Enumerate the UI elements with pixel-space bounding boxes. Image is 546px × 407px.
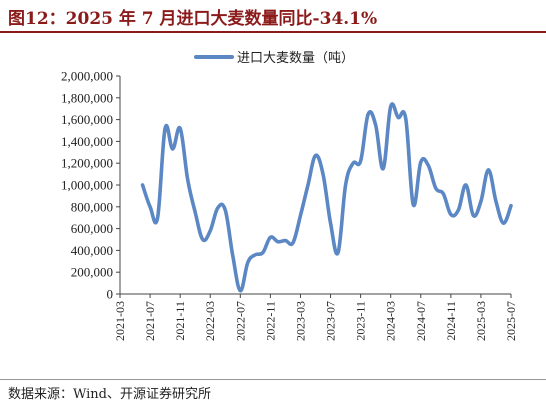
source-note: 数据来源：Wind、开源证券研究所 — [8, 387, 211, 402]
y-tick-label: 1,600,000 — [61, 112, 113, 127]
y-tick-label: 800,000 — [71, 199, 113, 214]
y-axis: 0 200,000 400,000 600,000 800,000 1,000,000 1,… — [61, 69, 121, 302]
x-axis: 2021-03 2021-07 2021-11 2022-03 2022-07 2022-… — [113, 293, 518, 341]
figure-title: 图12：2025 年 7 月进口大麦数量同比-34.1% — [8, 9, 378, 29]
y-tick-label: 400,000 — [71, 243, 113, 258]
x-tick-label: 2024-03 — [384, 301, 398, 341]
y-tick-label: 200,000 — [71, 265, 113, 280]
x-tick-label: 2023-07 — [324, 301, 338, 341]
y-tick-label: 600,000 — [71, 221, 113, 236]
x-tick-label: 2024-11 — [444, 301, 458, 341]
plot-area — [140, 102, 513, 293]
x-tick-label: 2022-07 — [233, 301, 247, 341]
y-tick-label: 2,000,000 — [61, 69, 113, 84]
x-tick-label: 2022-03 — [203, 301, 217, 341]
x-tick-label: 2025-07 — [504, 301, 518, 341]
x-tick-label: 2024-07 — [414, 301, 428, 341]
x-tick-label: 2021-07 — [143, 301, 157, 341]
x-tick-label: 2022-11 — [263, 301, 277, 341]
legend-label: 进口大麦数量（吨） — [237, 50, 354, 65]
y-tick-label: 1,200,000 — [61, 156, 113, 171]
title-divider — [0, 31, 546, 33]
x-tick-label: 2021-11 — [173, 301, 187, 341]
y-tick-label: 0 — [107, 287, 114, 302]
chart-container: 进口大麦数量（吨） 0 200,000 400,000 600,000 800,000 1… — [0, 36, 546, 378]
y-tick-label: 1,000,000 — [61, 178, 113, 193]
x-tick-label: 2023-03 — [293, 301, 307, 341]
series-line-barley-imports — [140, 102, 513, 293]
y-tick-label: 1,400,000 — [61, 134, 113, 149]
source-divider — [0, 379, 546, 380]
barley-import-line-chart: 进口大麦数量（吨） 0 200,000 400,000 600,000 800,000 1… — [61, 50, 518, 341]
x-tick-label: 2021-03 — [113, 301, 127, 341]
x-tick-label: 2025-03 — [474, 301, 488, 341]
y-tick-label: 1,800,000 — [61, 90, 113, 105]
x-tick-label: 2023-11 — [354, 301, 368, 341]
chart-legend: 进口大麦数量（吨） — [194, 50, 354, 65]
